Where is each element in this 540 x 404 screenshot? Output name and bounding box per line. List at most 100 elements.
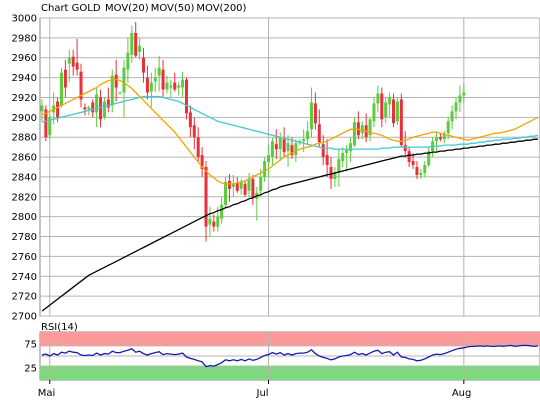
candle-body bbox=[368, 119, 372, 136]
candle-body bbox=[169, 85, 173, 88]
candle-body bbox=[395, 101, 399, 122]
candle-body bbox=[102, 101, 106, 118]
candle-body bbox=[212, 221, 216, 227]
candle-body bbox=[372, 103, 376, 122]
price-y-tick-label: 2840 bbox=[12, 172, 37, 183]
candle-body bbox=[83, 107, 87, 110]
candle-body bbox=[360, 125, 364, 134]
candle-body bbox=[454, 102, 458, 112]
candle-body bbox=[106, 99, 110, 108]
candle-body bbox=[192, 125, 196, 138]
candle-body bbox=[427, 151, 431, 166]
candle-body bbox=[438, 137, 442, 140]
candle-body bbox=[75, 62, 79, 70]
price-y-tick-label: 2760 bbox=[12, 252, 37, 263]
legend-item-1: MOV(20) bbox=[105, 3, 149, 14]
candle-body bbox=[399, 99, 403, 146]
candle-body bbox=[122, 67, 126, 93]
legend-item-3: MOV(200) bbox=[196, 3, 246, 14]
candle-body bbox=[243, 183, 247, 195]
price-y-tick-label: 2780 bbox=[12, 232, 37, 243]
rsi-y-tick-label: 25 bbox=[24, 364, 37, 375]
candle-body bbox=[79, 71, 83, 100]
candle-body bbox=[196, 137, 200, 158]
candle-body bbox=[204, 167, 208, 227]
price-y-tick-label: 2700 bbox=[12, 312, 37, 323]
candle-body bbox=[321, 144, 325, 158]
legend-item-2: MOV(50) bbox=[151, 3, 195, 14]
candle-body bbox=[56, 101, 60, 118]
candle-body bbox=[384, 102, 388, 118]
candle-body bbox=[450, 111, 454, 122]
candle-body bbox=[184, 79, 188, 114]
candle-body bbox=[349, 143, 353, 152]
candle-body bbox=[313, 103, 317, 124]
price-y-tick-label: 2720 bbox=[12, 292, 37, 303]
candle-body bbox=[91, 102, 95, 113]
price-y-tick-label: 2800 bbox=[12, 212, 37, 223]
price-y-tick-label: 2860 bbox=[12, 153, 37, 164]
price-plot-area bbox=[39, 17, 540, 317]
candle-body bbox=[411, 161, 415, 166]
candle-body bbox=[317, 124, 321, 143]
candle-body bbox=[434, 137, 438, 142]
rsi-oversold-band bbox=[40, 365, 540, 380]
candle-body bbox=[263, 161, 267, 177]
candle-body bbox=[145, 77, 149, 93]
x-axis-label: Aug bbox=[452, 388, 472, 399]
candle-body bbox=[138, 45, 142, 52]
candle-body bbox=[63, 69, 67, 88]
rsi-title: RSI(14) bbox=[41, 322, 78, 333]
price-y-tick-label: 2960 bbox=[12, 53, 37, 64]
candle-body bbox=[309, 102, 313, 130]
candle-body bbox=[267, 155, 271, 163]
candle-body bbox=[224, 181, 228, 205]
candle-body bbox=[282, 139, 286, 153]
mov200-line bbox=[41, 138, 538, 312]
candle-body bbox=[423, 165, 427, 173]
candle-body bbox=[95, 94, 99, 113]
candle-body bbox=[286, 143, 290, 152]
candle-body bbox=[274, 144, 278, 150]
rsi-overbought-band bbox=[40, 332, 540, 347]
candle-body bbox=[462, 92, 466, 96]
candle-body bbox=[341, 153, 345, 162]
candle-body bbox=[388, 97, 392, 105]
candle-body bbox=[239, 181, 243, 189]
candle-body bbox=[325, 155, 329, 166]
candle-body bbox=[87, 107, 91, 110]
candle-body bbox=[110, 75, 114, 106]
candle-body bbox=[345, 149, 349, 154]
rsi-line bbox=[41, 344, 539, 368]
price-y-tick-label: 2880 bbox=[12, 133, 37, 144]
candle-body bbox=[352, 122, 356, 146]
price-y-tick-label: 2740 bbox=[12, 272, 37, 283]
candle-body bbox=[216, 216, 220, 227]
mov20-line bbox=[41, 78, 539, 185]
candle-body bbox=[126, 52, 130, 70]
candle-body bbox=[181, 79, 185, 88]
candle-body bbox=[294, 143, 298, 156]
x-axis-label: Jul bbox=[256, 388, 269, 399]
candle-body bbox=[130, 32, 134, 55]
price-y-tick-label: 2980 bbox=[12, 33, 37, 44]
candle-body bbox=[458, 95, 462, 103]
candle-body bbox=[48, 117, 52, 136]
candle-body bbox=[333, 172, 337, 179]
candle-body bbox=[153, 77, 157, 82]
candle-body bbox=[247, 178, 251, 191]
candle-body bbox=[259, 176, 263, 191]
price-y-tick-label: 2920 bbox=[12, 93, 37, 104]
candle-body bbox=[40, 105, 44, 112]
candle-body bbox=[251, 178, 255, 197]
candle-body bbox=[208, 218, 212, 225]
candle-body bbox=[59, 72, 63, 106]
candle-body bbox=[278, 137, 282, 150]
candle-body bbox=[44, 109, 48, 138]
candle-body bbox=[306, 131, 310, 140]
candle-body bbox=[67, 57, 71, 64]
candle-body bbox=[442, 133, 446, 140]
candle-body bbox=[142, 57, 146, 73]
